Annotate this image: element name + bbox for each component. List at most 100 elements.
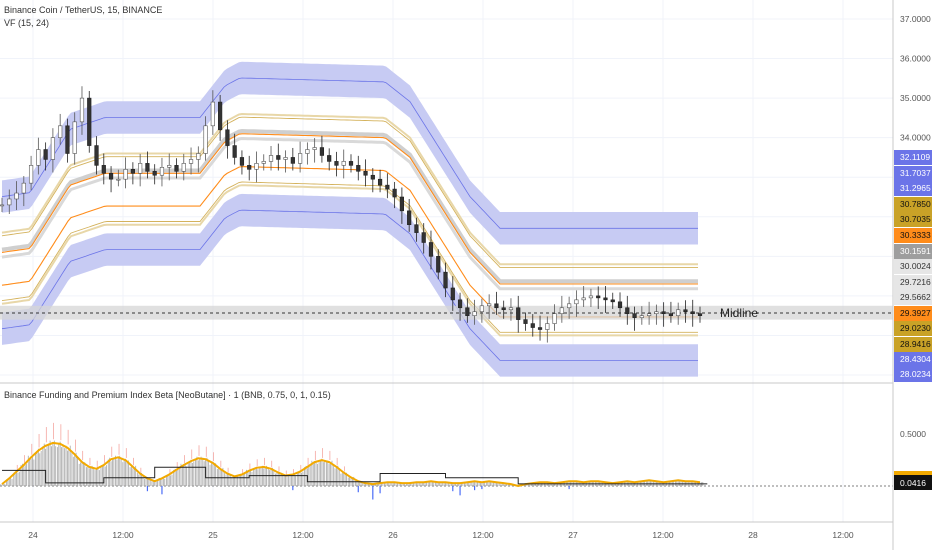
price-tag-box [894, 228, 932, 243]
candle [225, 120, 230, 159]
candle [65, 118, 70, 163]
candle [101, 153, 106, 185]
candle-body [0, 204, 5, 207]
price-tag-label: 28.4304 [900, 354, 931, 364]
candle-body [43, 149, 48, 160]
candle-body [661, 311, 666, 314]
candle-body [218, 101, 223, 131]
candle-body [116, 178, 121, 181]
candle [174, 158, 179, 179]
candle-body [138, 163, 143, 174]
funding-step-line [2, 466, 708, 485]
candle [370, 168, 375, 193]
candle-body [530, 323, 535, 328]
candle-body [457, 299, 463, 309]
symbol-title: Binance Coin / TetherUS, 15, BINANCE [4, 5, 162, 15]
candle-body [407, 210, 412, 225]
candle-body [436, 256, 441, 273]
price-tag-box [894, 337, 932, 352]
volatility-bands: Midline [0, 61, 893, 377]
candle [421, 223, 426, 254]
candle-body [348, 161, 354, 166]
price-tag-box [894, 367, 932, 382]
candle-body [72, 121, 77, 154]
candle [523, 312, 528, 331]
candle-body [370, 174, 375, 180]
price-tag: 28.4304 [894, 352, 932, 367]
price-tag: 28.9416 [894, 337, 932, 352]
candle-body [574, 299, 579, 305]
candle [443, 262, 448, 298]
candle-body [697, 313, 703, 316]
candle-body [188, 159, 194, 164]
candle [559, 295, 564, 323]
candle [392, 181, 397, 209]
price-tag-label: 28.9416 [900, 339, 931, 349]
candle-body [276, 155, 281, 160]
lower-envelope-band [2, 193, 698, 377]
candle [43, 142, 48, 171]
candle-body [36, 149, 41, 166]
price-tag-label: 29.5662 [900, 292, 931, 302]
funding-axis-label: 0.5000 [900, 429, 926, 439]
candle-body [428, 242, 434, 257]
candle [261, 154, 266, 171]
candle-body [130, 169, 135, 174]
candle-body [101, 165, 106, 174]
axes[interactable]: 37.000036.000035.000034.000033.000032.11… [28, 14, 932, 540]
candle-body [334, 161, 339, 166]
candle-body [268, 155, 274, 162]
candle-body [79, 97, 85, 123]
candle [407, 198, 412, 232]
candle-body [283, 157, 288, 160]
funding-last-value-tag: 0.0416 [894, 471, 932, 490]
candle-body [472, 311, 477, 316]
candle-body [414, 224, 419, 233]
candle-body [632, 313, 637, 318]
price-tag-label: 30.7850 [900, 199, 931, 209]
candle [348, 154, 354, 173]
candle-body [683, 309, 688, 313]
candle [108, 166, 114, 193]
candle [138, 153, 143, 187]
candle-body [312, 147, 317, 150]
candle [683, 300, 688, 323]
candle [639, 306, 644, 325]
candle-body [603, 297, 608, 301]
candle-body [87, 97, 92, 146]
candle [232, 133, 237, 165]
price-candles [0, 86, 703, 343]
candle-body [508, 307, 514, 311]
candle [647, 301, 652, 325]
price-tag-label: 31.2965 [900, 183, 931, 193]
candle-body [327, 155, 332, 162]
candle [385, 173, 390, 199]
funding-panel [0, 422, 893, 500]
candle-body [647, 313, 652, 316]
candle [501, 300, 506, 319]
price-tag-label: 29.0230 [900, 323, 931, 333]
candle-body [625, 307, 630, 314]
candle-body [108, 172, 114, 180]
price-tag: 31.7037 [894, 166, 932, 181]
candle-body [28, 165, 34, 184]
candle [72, 112, 77, 165]
candle [487, 294, 492, 319]
candle-body [210, 101, 215, 127]
candle [218, 94, 223, 141]
candle-body [319, 147, 325, 156]
candle [617, 292, 623, 317]
candle-body [239, 157, 245, 166]
candle [87, 90, 92, 153]
candle [152, 164, 157, 185]
candle [603, 286, 608, 313]
funding-smoothed-line [1, 441, 701, 488]
candle-body [487, 303, 492, 307]
candle [14, 181, 19, 211]
time-axis-label: 12:00 [472, 530, 494, 540]
candle-body [7, 198, 12, 206]
candle-body [392, 188, 397, 198]
candle-body [668, 313, 674, 316]
